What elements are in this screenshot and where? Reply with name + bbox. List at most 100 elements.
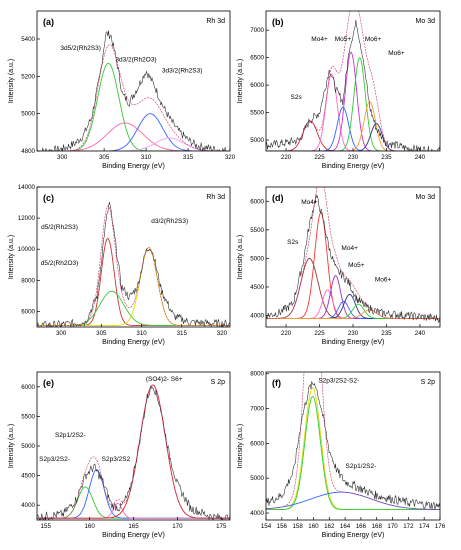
panel-label: (d) xyxy=(272,193,284,203)
y-tick-label: 8000 xyxy=(21,277,35,284)
fit-envelope-line xyxy=(37,44,230,151)
y-tick-label: 6500 xyxy=(250,55,264,62)
panel-f: 154 156 158 160 162 164 166 168 170 172 174 176 4000… xyxy=(237,371,446,539)
x-tick-label: 240 xyxy=(415,154,426,161)
peak-annotation: S2p3/2S2-S2- xyxy=(318,377,359,384)
peak-annotation: Mo4+ xyxy=(311,36,328,43)
y-tick-label: 5400 xyxy=(21,36,35,43)
element-label: Rh 3d xyxy=(206,18,225,25)
element-label: Rh 3d xyxy=(206,194,225,201)
y-axis-label: Intensity (a.u.) xyxy=(8,424,15,468)
peak-annotation: S2p3/2S2 xyxy=(102,456,131,463)
fit-peak-3 xyxy=(266,491,440,510)
plot-frame xyxy=(36,371,231,521)
peak-annotation: Mo5+ xyxy=(348,262,365,269)
peak-annotation: S2p1/2S2- xyxy=(55,432,86,439)
x-tick-label: 176 xyxy=(435,523,446,530)
y-tick-label: 5500 xyxy=(21,413,35,420)
x-tick-label: 160 xyxy=(308,523,319,530)
raw-spectrum-line xyxy=(37,386,230,520)
raw-spectrum-line xyxy=(266,381,440,510)
x-tick-label: 230 xyxy=(348,154,359,161)
y-tick-label: 4800 xyxy=(21,148,35,155)
y-tick-label: 14000 xyxy=(18,184,36,191)
y-tick-label: 8000 xyxy=(250,371,264,378)
raw-spectrum-line xyxy=(266,194,440,324)
x-tick-label: 315 xyxy=(177,330,188,337)
x-tick-label: 225 xyxy=(314,154,325,161)
y-tick-label: 10000 xyxy=(18,246,36,253)
peak-annotation: S2s xyxy=(287,239,299,246)
y-tick-label: 5000 xyxy=(250,475,264,482)
raw-spectrum-line xyxy=(266,19,440,151)
x-tick-label: 175 xyxy=(216,523,227,530)
peak-annotation: S2p1/2S2- xyxy=(346,463,377,470)
x-tick-label: 220 xyxy=(281,330,292,337)
x-axis-label: Binding Energy (eV) xyxy=(322,532,385,539)
x-tick-label: 235 xyxy=(381,330,392,337)
y-tick-label: 6000 xyxy=(250,82,264,89)
y-tick-label: 6000 xyxy=(250,198,264,205)
fit-peak-1 xyxy=(266,120,440,151)
x-tick-label: 160 xyxy=(84,523,95,530)
x-tick-label: 310 xyxy=(136,330,147,337)
fit-envelope-line xyxy=(37,384,230,519)
plot-frame xyxy=(265,186,441,328)
x-tick-label: 315 xyxy=(183,154,194,161)
y-axis-label: Intensity (a.u.) xyxy=(237,235,244,279)
y-tick-label: 5200 xyxy=(21,73,35,80)
y-tick-label: 5000 xyxy=(250,137,264,144)
peak-annotation: Mo6+ xyxy=(375,276,392,283)
fit-peak-4 xyxy=(266,275,440,319)
panel-b: 220 225 230 235 240 5000 5500 6000 6500 7000 Bindi… xyxy=(237,10,441,170)
fit-envelope-line xyxy=(266,187,440,319)
y-axis-label: Intensity (a.u.) xyxy=(8,235,15,279)
x-axis-label: Binding Energy (eV) xyxy=(102,339,165,346)
y-axis-label: Intensity (a.u.) xyxy=(237,59,244,103)
panel-label: (e) xyxy=(43,378,54,388)
fit-envelope-line xyxy=(266,11,440,151)
y-tick-label: 5000 xyxy=(21,111,35,118)
y-tick-label: 4000 xyxy=(21,502,35,509)
x-tick-label: 320 xyxy=(225,154,236,161)
raw-spectrum-line xyxy=(37,201,230,327)
y-tick-label: 4500 xyxy=(250,284,264,291)
fit-peak-2 xyxy=(266,395,440,511)
fit-peak-1 xyxy=(37,237,230,326)
x-axis-label: Binding Energy (eV) xyxy=(322,163,385,170)
x-axis-label: Binding Energy (eV) xyxy=(102,163,165,170)
plot-frame xyxy=(36,186,231,328)
fit-peak-4 xyxy=(37,384,230,519)
x-tick-label: 320 xyxy=(217,330,228,337)
x-tick-label: 174 xyxy=(419,523,430,530)
x-tick-label: 225 xyxy=(314,330,325,337)
panel-label: (a) xyxy=(43,17,54,27)
x-tick-label: 170 xyxy=(387,523,398,530)
y-tick-label: 12000 xyxy=(18,215,36,222)
fit-peak-3 xyxy=(37,503,230,519)
peak-annotation: 3d5/2(Rh2S3) xyxy=(60,45,100,52)
fit-peak-3 xyxy=(266,106,440,151)
plot-frame xyxy=(36,10,231,152)
y-tick-label: 6000 xyxy=(21,384,35,391)
panel-c: 300 305 310 315 320 6000 8000 10000 12000 14000 Bi… xyxy=(8,184,231,346)
y-tick-label: 5500 xyxy=(250,110,264,117)
fit-peak-3 xyxy=(37,113,230,151)
x-tick-label: 162 xyxy=(324,523,335,530)
panel-label: (b) xyxy=(272,17,284,27)
x-tick-label: 165 xyxy=(128,523,139,530)
x-tick-label: 220 xyxy=(281,154,292,161)
y-tick-label: 7000 xyxy=(250,27,264,34)
y-axis-label: Intensity (a.u.) xyxy=(237,424,244,468)
y-tick-label: 5000 xyxy=(250,255,264,262)
x-tick-label: 155 xyxy=(41,523,52,530)
peak-annotation: Mo6+ xyxy=(388,50,405,57)
x-tick-label: 158 xyxy=(292,523,303,530)
y-tick-label: 7000 xyxy=(250,406,264,413)
panel-e: 155 160 165 170 175 4000 4500 5000 5500 6000 Bindi… xyxy=(8,371,231,539)
x-tick-label: 235 xyxy=(381,154,392,161)
peak-annotation: Mo4+ xyxy=(341,245,358,252)
fit-peak-4 xyxy=(266,51,440,151)
x-tick-label: 305 xyxy=(96,330,107,337)
